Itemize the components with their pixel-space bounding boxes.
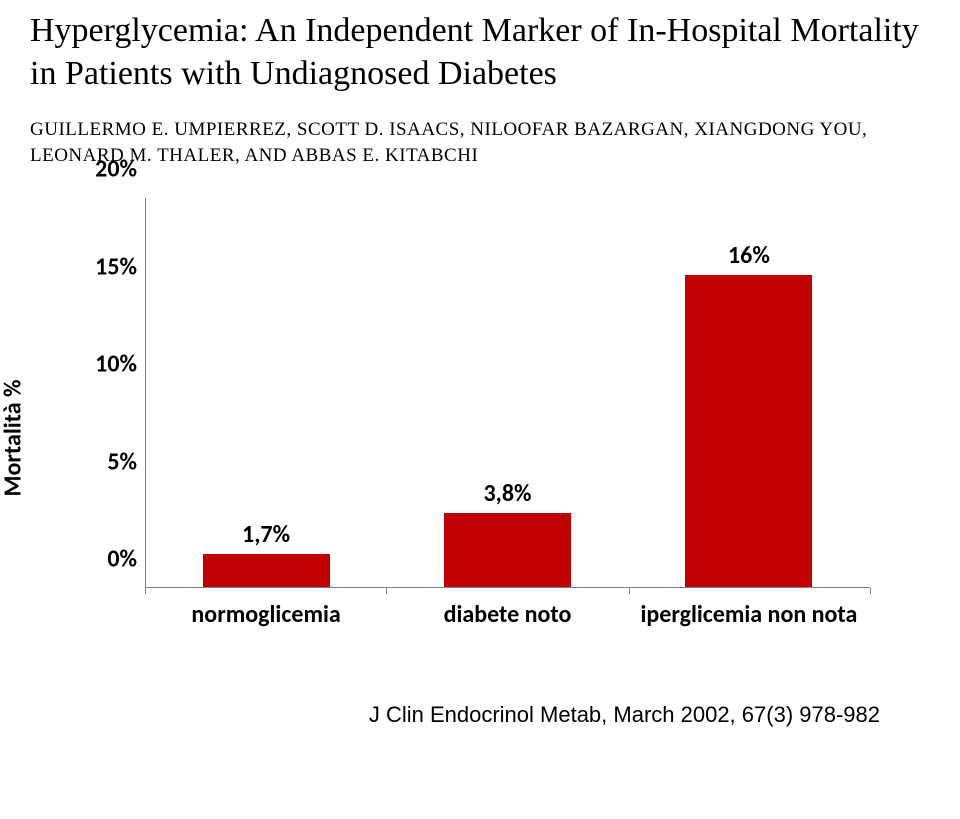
bar-category-label: iperglicemia non nota [619, 600, 879, 629]
y-axis-label: Mortalità % [0, 380, 28, 497]
plot-area: 0%5%10%15%20%1,7%normoglicemia3,8%diabet… [145, 198, 870, 588]
bar-value-label: 1,7% [186, 520, 346, 549]
x-tick-mark [870, 588, 871, 594]
bar [685, 275, 812, 587]
x-axis-line [145, 587, 870, 588]
x-tick-mark [629, 588, 630, 594]
y-tick-label: 10% [77, 350, 137, 379]
bar-category-label: diabete noto [378, 600, 638, 629]
y-tick-label: 15% [77, 252, 137, 281]
bar-value-label: 16% [669, 241, 829, 270]
bar-category-label: normoglicemia [136, 600, 396, 629]
x-tick-mark [145, 588, 146, 594]
authors-line: GUILLERMO E. UMPIERREZ, SCOTT D. ISAACS,… [30, 117, 930, 168]
y-tick-label: 5% [77, 447, 137, 476]
citation-text: J Clin Endocrinol Metab, March 2002, 67(… [30, 702, 930, 728]
bar [203, 554, 330, 587]
page-title: Hyperglycemia: An Independent Marker of … [30, 10, 930, 95]
y-tick-label: 20% [77, 155, 137, 184]
x-tick-mark [386, 588, 387, 594]
bar-value-label: 3,8% [428, 479, 588, 508]
y-tick-label: 0% [77, 545, 137, 574]
mortality-bar-chart: Mortalità % 0%5%10%15%20%1,7%normoglicem… [35, 198, 930, 678]
bar [444, 513, 571, 587]
y-axis-line [145, 198, 146, 588]
